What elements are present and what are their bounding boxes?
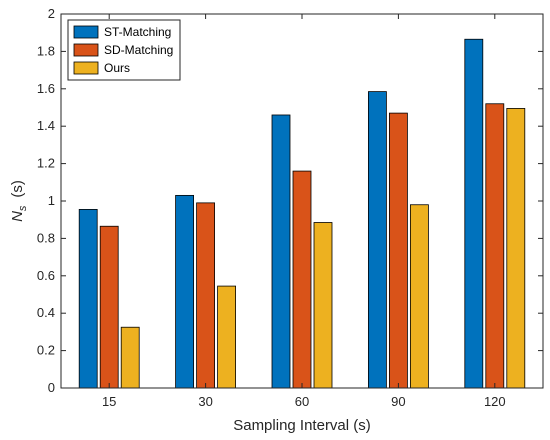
y-tick-label-2: 2	[48, 6, 55, 21]
bar-sd-matching-15	[99, 225, 119, 389]
bar-st-matching-30	[175, 194, 195, 389]
legend-swatch-sd-matching	[73, 43, 99, 57]
bar-ours-90	[409, 204, 429, 389]
x-tick-label-15: 15	[102, 394, 116, 409]
bar-ours-60	[313, 222, 333, 389]
y-tick-label-0: 0	[48, 380, 55, 395]
bar-sd-matching-120	[485, 103, 505, 389]
y-axis-label-main: N	[9, 211, 26, 222]
y-tick-label-0.8: 0.8	[37, 230, 55, 245]
bar-sd-matching-90	[388, 112, 408, 389]
bar-sd-matching-30	[196, 202, 216, 389]
bar-st-matching-90	[367, 91, 387, 389]
x-tick-label-30: 30	[198, 394, 212, 409]
y-tick-label-0.2: 0.2	[37, 343, 55, 358]
legend-swatch-ours	[73, 61, 99, 75]
legend-label-sd-matching: SD-Matching	[104, 43, 173, 57]
y-axis-label-sub: s	[17, 205, 29, 211]
x-tick-label-90: 90	[391, 394, 405, 409]
y-axis-label: Ns (s)	[9, 180, 29, 222]
y-tick-label-1.2: 1.2	[37, 156, 55, 171]
bar-ours-15	[120, 326, 140, 389]
y-tick-label-1: 1	[48, 193, 55, 208]
legend-label-ours: Ours	[104, 61, 130, 75]
bars-group	[78, 38, 526, 389]
y-tick-label-1.4: 1.4	[37, 118, 55, 133]
y-tick-label-0.6: 0.6	[37, 268, 55, 283]
bar-st-matching-60	[271, 114, 291, 389]
y-tick-label-0.4: 0.4	[37, 305, 55, 320]
bar-st-matching-15	[78, 209, 98, 389]
y-tick-label-1.6: 1.6	[37, 81, 55, 96]
tick-labels-group: 15 30 60 90 120 0 0.2 0.4 0.6 0.8 1 1.2 1.4 1.6 1.8 2	[37, 6, 506, 409]
x-tick-label-120: 120	[484, 394, 506, 409]
x-tick-label-60: 60	[295, 394, 309, 409]
svg-text:Ns(s): Ns (s)	[9, 180, 29, 222]
bar-sd-matching-60	[292, 170, 312, 389]
bar-ours-30	[217, 285, 237, 389]
x-axis-label: Sampling Interval (s)	[233, 417, 371, 434]
legend-label-st-matching: ST-Matching	[104, 25, 171, 39]
bar-ours-120	[506, 108, 526, 389]
ticks-group	[61, 13, 543, 389]
legend: ST-Matching SD-Matching Ours	[67, 19, 181, 81]
legend-swatch-st-matching	[73, 25, 99, 39]
bar-st-matching-120	[464, 38, 484, 389]
y-tick-label-1.8: 1.8	[37, 43, 55, 58]
y-axis-label-unit: (s)	[9, 180, 26, 198]
